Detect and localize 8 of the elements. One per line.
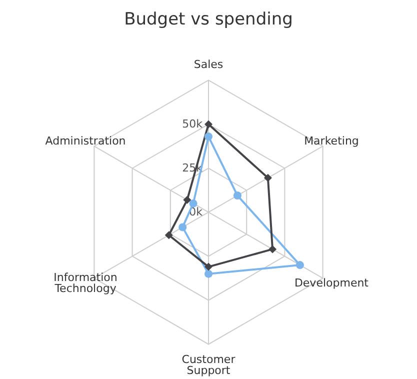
spoke-label: Development — [294, 276, 370, 290]
spoke-label: Customer Support — [182, 353, 236, 378]
spoke-label: Administration — [45, 134, 126, 148]
spoke-label: Sales — [194, 58, 224, 72]
chart-title: Budget vs spending — [124, 10, 293, 30]
spoke-label: Marketing — [304, 134, 359, 148]
y-tick-label: 50k — [182, 118, 204, 131]
spoke-label: Information Technology — [54, 271, 118, 296]
